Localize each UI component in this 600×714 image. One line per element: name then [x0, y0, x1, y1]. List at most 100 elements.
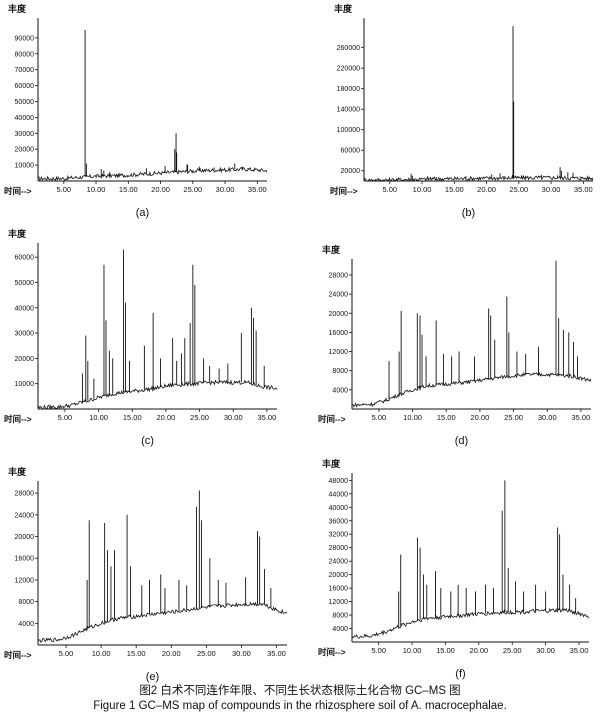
y-tick-label: 24000 [329, 292, 349, 299]
y-tick-label: 28000 [329, 545, 349, 552]
x-tick-label: 15.00 [445, 185, 464, 194]
chromatogram-baseline [37, 379, 278, 411]
y-tick-label: 50000 [15, 99, 35, 106]
y-tick-label: 50000 [15, 280, 35, 287]
y-tick-label: 180000 [337, 86, 360, 93]
y-tick-label: 40000 [15, 115, 35, 122]
x-axis-label: 时间--> [4, 650, 32, 660]
chromatogram-baseline [363, 174, 594, 183]
x-tick-label: 25.00 [190, 413, 209, 422]
y-tick-label: 220000 [337, 66, 360, 73]
y-axis-label: 丰度 [8, 466, 27, 477]
y-tick-label: 12000 [329, 599, 349, 606]
x-tick-label: 5.00 [56, 185, 71, 194]
y-tick-label: 60000 [341, 148, 361, 155]
y-tick-label: 44000 [329, 491, 349, 498]
chromatogram-baseline [37, 166, 268, 182]
panel-label: (c) [141, 435, 154, 447]
y-tick-label: 70000 [15, 67, 35, 74]
x-tick-label: 20.00 [151, 185, 170, 194]
y-tick-label: 20000 [329, 311, 349, 318]
x-tick-label: 15.00 [437, 413, 456, 422]
x-tick-label: 25.00 [509, 185, 528, 194]
x-tick-label: 15.00 [123, 413, 142, 422]
y-tick-label: 8000 [332, 613, 348, 620]
y-tick-label: 100000 [337, 127, 360, 134]
x-tick-label: 5.00 [59, 649, 74, 658]
y-tick-label: 32000 [329, 532, 349, 539]
x-tick-label: 35.00 [267, 649, 286, 658]
x-tick-label: 20.00 [157, 413, 176, 422]
x-tick-label: 10.00 [89, 413, 108, 422]
figure-caption-english: Figure 1 GC–MS map of compounds in the r… [93, 700, 507, 712]
y-tick-label: 8000 [332, 368, 348, 375]
y-tick-label: 28000 [15, 491, 35, 498]
x-tick-label: 30.00 [536, 646, 555, 655]
chromatogram-baseline [351, 607, 590, 639]
y-tick-label: 24000 [15, 512, 35, 519]
figure-caption-chinese: 图2 白术不同连作年限、不同生长状态根际土化合物 GC–MS 图 [139, 685, 461, 697]
panel-label: (f) [455, 668, 465, 680]
x-tick-label: 25.00 [183, 185, 202, 194]
x-tick-label: 25.00 [197, 649, 216, 658]
chromatogram-baseline [37, 601, 288, 643]
x-tick-label: 10.00 [403, 413, 422, 422]
x-tick-label: 10.00 [413, 185, 432, 194]
x-tick-label: 35.00 [572, 413, 591, 422]
y-tick-label: 20000 [15, 356, 35, 363]
x-tick-label: 10.00 [403, 646, 422, 655]
y-tick-label: 20000 [15, 147, 35, 154]
y-tick-label: 36000 [329, 518, 349, 525]
y-axis-label: 丰度 [334, 3, 353, 14]
x-tick-label: 20.00 [162, 649, 181, 658]
y-axis-label: 丰度 [322, 244, 341, 255]
x-tick-label: 5.00 [382, 185, 397, 194]
x-tick-label: 35.00 [248, 185, 267, 194]
y-tick-label: 60000 [15, 83, 35, 90]
y-tick-label: 30000 [15, 331, 35, 338]
y-tick-label: 90000 [15, 35, 35, 42]
x-tick-label: 30.00 [216, 185, 235, 194]
y-tick-label: 20000 [15, 534, 35, 541]
chromatogram-baseline [351, 371, 592, 408]
y-tick-label: 12000 [329, 349, 349, 356]
x-tick-label: 15.00 [436, 646, 455, 655]
y-tick-label: 20000 [341, 168, 361, 175]
x-tick-label: 20.00 [477, 185, 496, 194]
panel-label: (b) [462, 207, 475, 219]
y-tick-label: 30000 [15, 131, 35, 138]
x-tick-label: 10.00 [87, 185, 106, 194]
y-tick-label: 24000 [329, 559, 349, 566]
y-tick-label: 48000 [329, 478, 349, 485]
x-tick-label: 35.00 [258, 413, 277, 422]
x-tick-label: 15.00 [119, 185, 138, 194]
y-tick-label: 4000 [332, 387, 348, 394]
y-tick-label: 8000 [18, 599, 34, 606]
x-tick-label: 20.00 [469, 646, 488, 655]
x-tick-label: 25.00 [504, 413, 523, 422]
y-tick-label: 28000 [329, 272, 349, 279]
y-axis-label: 丰度 [8, 3, 27, 14]
x-tick-label: 5.00 [58, 413, 73, 422]
y-tick-label: 4000 [332, 626, 348, 633]
x-axis-label: 时间--> [318, 414, 346, 424]
x-axis-label: 时间--> [318, 647, 346, 657]
y-tick-label: 80000 [15, 51, 35, 58]
x-tick-label: 5.00 [371, 646, 386, 655]
x-axis-label: 时间--> [4, 186, 32, 196]
y-tick-label: 60000 [15, 255, 35, 262]
y-axis-label: 丰度 [322, 458, 341, 469]
y-tick-label: 16000 [329, 586, 349, 593]
y-tick-label: 40000 [15, 305, 35, 312]
y-tick-label: 20000 [329, 572, 349, 579]
x-tick-label: 10.00 [92, 649, 111, 658]
y-tick-label: 16000 [329, 330, 349, 337]
y-tick-label: 10000 [15, 163, 35, 170]
x-axis-label: 时间--> [4, 414, 32, 424]
y-tick-label: 4000 [18, 621, 34, 628]
